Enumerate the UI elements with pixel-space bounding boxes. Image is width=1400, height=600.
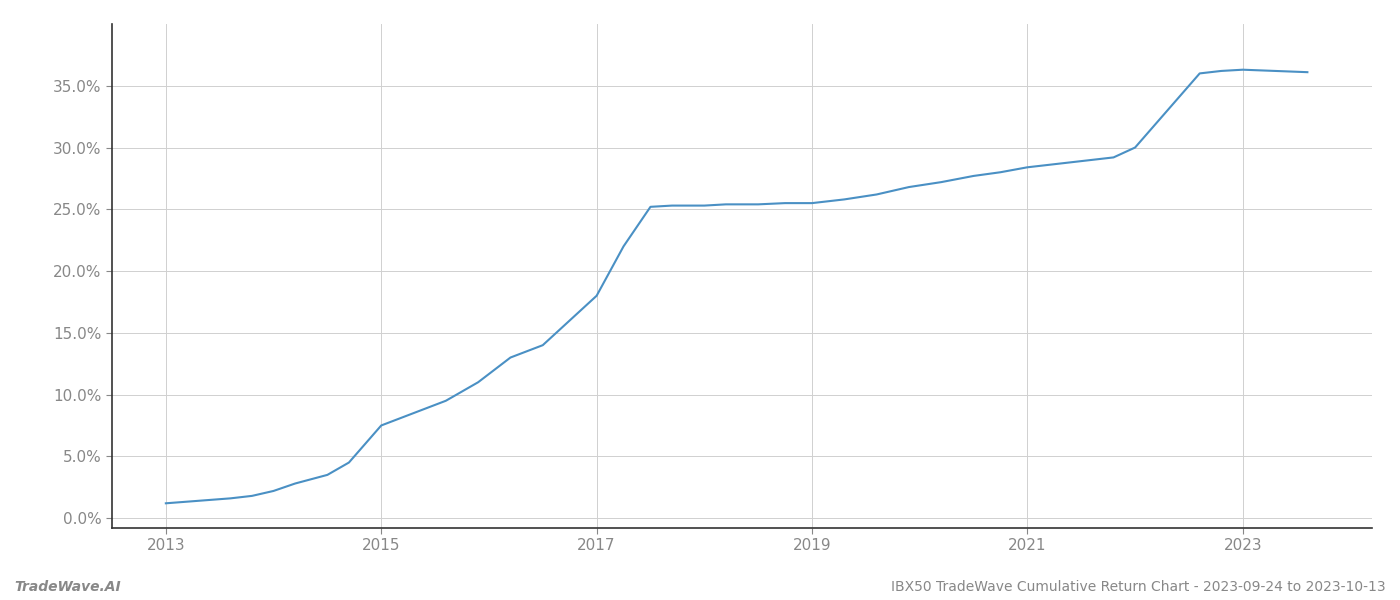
Text: TradeWave.AI: TradeWave.AI [14, 580, 120, 594]
Text: IBX50 TradeWave Cumulative Return Chart - 2023-09-24 to 2023-10-13: IBX50 TradeWave Cumulative Return Chart … [892, 580, 1386, 594]
